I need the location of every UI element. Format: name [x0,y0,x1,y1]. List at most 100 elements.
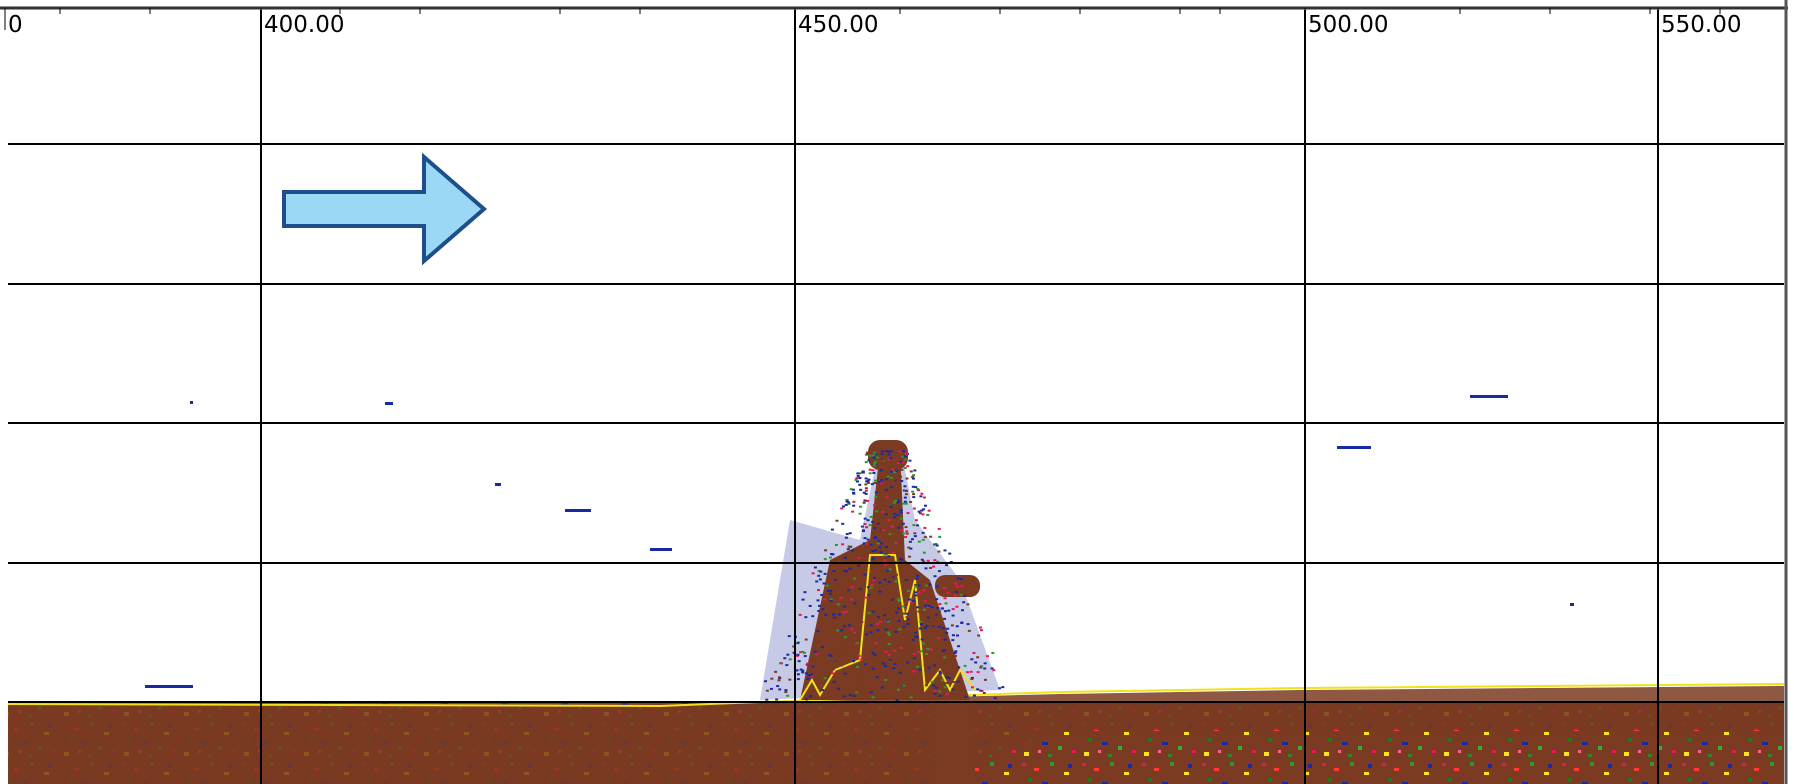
speck [846,548,850,551]
speck [837,565,841,568]
speck [918,512,922,515]
speck [842,625,846,628]
speck [873,451,877,454]
speck [906,465,910,468]
speck [784,691,788,694]
speck [816,629,820,632]
speck [828,556,832,559]
speck [970,686,974,689]
speck [868,524,872,527]
speck [906,512,910,515]
speck [857,564,861,567]
speck [921,538,925,541]
speck [911,474,915,477]
speck [792,645,796,648]
speck [880,478,884,481]
speck [974,661,978,664]
speck [951,688,955,691]
speck [913,532,917,535]
speck [864,492,868,495]
speck [796,653,800,656]
speck [897,607,901,610]
axis-labels: 0 400.00 450.00 500.00 550.00 [4,8,1741,38]
speck [833,578,837,581]
speck [923,608,927,611]
speck [891,574,895,577]
speck [852,577,856,580]
speck [924,584,928,587]
speck [834,558,838,561]
speck [873,527,877,530]
speck [854,478,858,481]
speck [912,493,916,496]
speck [966,623,970,626]
speck [905,616,909,619]
speck [798,613,802,616]
speck [814,663,818,666]
speck [985,655,989,658]
speck [866,538,870,541]
speck [921,531,925,534]
speck [945,693,949,696]
speck [914,519,918,522]
speck [878,581,882,584]
speck [875,676,879,679]
speck [918,668,922,671]
speck [848,567,852,570]
speck [897,600,901,603]
speck [904,490,908,493]
speck [883,665,887,668]
speck [911,477,915,480]
speck [879,482,883,485]
speck [847,589,851,592]
speck [886,475,890,478]
speck [871,667,875,670]
speck [938,603,942,606]
speck [938,670,942,673]
speck [796,673,800,676]
speck [920,558,924,561]
speck [856,639,860,642]
speck [873,461,877,464]
speck [946,591,950,594]
speck [830,528,834,531]
speck [883,578,887,581]
speck [842,641,846,644]
speck [839,597,843,600]
speck [806,662,810,665]
speck [976,656,980,659]
speck [865,633,869,636]
speck [862,501,866,504]
seabed [8,686,1784,784]
speck [821,608,825,611]
speck [843,556,847,559]
speck [920,509,924,512]
speck [858,477,862,480]
speck [811,615,815,618]
speck [872,504,876,507]
speck [983,662,987,665]
speck [845,570,849,573]
speck [925,652,929,655]
speck [886,569,890,572]
speck [817,589,821,592]
speck [945,681,949,684]
speck [851,510,855,513]
speck [945,676,949,679]
speck [963,594,967,597]
speck [901,502,905,505]
speck [864,483,868,486]
speck [867,478,871,481]
speck [819,617,823,620]
speck [926,660,930,663]
speck [923,536,927,539]
speck [852,694,856,697]
speck [875,510,879,513]
speck [916,574,920,577]
speck [850,628,854,631]
speck [811,572,815,575]
speck [877,653,881,656]
speck [978,626,982,629]
speck [966,603,970,606]
